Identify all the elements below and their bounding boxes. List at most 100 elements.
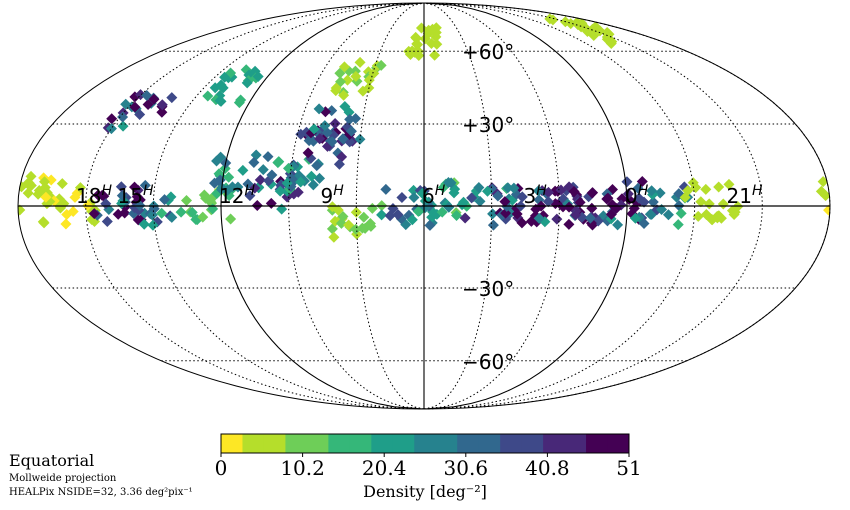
density-cell bbox=[295, 128, 307, 140]
density-cell bbox=[459, 212, 471, 224]
density-cell bbox=[18, 204, 26, 216]
density-cell bbox=[257, 164, 269, 176]
density-cell bbox=[344, 113, 356, 125]
ra-gridline bbox=[152, 2, 425, 410]
density-cell bbox=[281, 177, 293, 189]
density-cell bbox=[266, 169, 278, 181]
density-cell bbox=[142, 98, 154, 110]
density-cell bbox=[376, 209, 388, 221]
density-cell bbox=[21, 178, 33, 190]
dec-tick-label: +30° bbox=[462, 113, 514, 137]
density-cell bbox=[214, 95, 226, 107]
density-cell bbox=[695, 196, 707, 208]
colorbar-tick-label: 40.8 bbox=[525, 456, 570, 480]
density-cell bbox=[328, 231, 340, 243]
density-cell bbox=[22, 187, 34, 199]
density-cell bbox=[487, 208, 499, 220]
density-cell bbox=[334, 67, 346, 79]
colorbar-frame bbox=[220, 433, 630, 454]
density-cell bbox=[622, 188, 634, 200]
density-cell bbox=[33, 185, 45, 197]
density-cell bbox=[380, 183, 392, 195]
density-cell bbox=[392, 209, 404, 221]
ra-gridline bbox=[220, 2, 425, 410]
colorbar-level bbox=[349, 434, 372, 453]
density-cell bbox=[314, 133, 326, 145]
projection-label: Mollweide projection bbox=[9, 473, 117, 484]
density-cell bbox=[338, 89, 350, 101]
density-cell bbox=[654, 187, 666, 199]
density-cell bbox=[672, 219, 684, 231]
density-cell bbox=[565, 18, 577, 30]
density-cell bbox=[211, 155, 223, 167]
density-cell bbox=[584, 212, 596, 224]
density-cell bbox=[817, 176, 829, 188]
density-cell bbox=[363, 74, 375, 86]
colorbar-label: Density [deg⁻²] bbox=[363, 482, 487, 501]
density-cell bbox=[345, 125, 357, 137]
density-cell bbox=[313, 103, 325, 115]
density-cell bbox=[225, 213, 237, 225]
density-cell bbox=[481, 185, 493, 197]
density-cell bbox=[105, 123, 117, 135]
colorbar: 0 10.2 20.4 30.6 40.8 51 Density [deg⁻²] bbox=[215, 433, 642, 501]
density-cell bbox=[265, 197, 277, 209]
density-cell bbox=[354, 56, 366, 68]
colorbar-tick-label: 30.6 bbox=[444, 456, 489, 480]
density-cell bbox=[358, 211, 370, 223]
density-cell bbox=[621, 176, 633, 188]
density-cell bbox=[92, 189, 104, 201]
density-cell bbox=[302, 147, 314, 159]
density-cell bbox=[605, 208, 617, 220]
density-cell bbox=[56, 178, 68, 190]
density-cell bbox=[586, 187, 598, 199]
density-cell bbox=[69, 191, 81, 203]
density-cell bbox=[252, 71, 264, 83]
colorbar-level bbox=[478, 434, 501, 453]
density-cell bbox=[644, 208, 656, 220]
density-cell bbox=[384, 210, 396, 222]
density-cell bbox=[396, 192, 408, 204]
density-cell bbox=[326, 201, 338, 213]
ra-gridline bbox=[423, 2, 628, 410]
density-cell bbox=[305, 127, 317, 139]
density-cell bbox=[139, 179, 151, 191]
density-cell bbox=[443, 201, 455, 213]
density-cell bbox=[202, 90, 214, 102]
density-cell bbox=[248, 157, 260, 169]
density-cell bbox=[60, 218, 72, 230]
density-cell bbox=[233, 97, 245, 109]
density-cell bbox=[166, 211, 178, 223]
axis-tick-labels: 18H 15H 12H 9H 6H 3H 0H 21H+60°+30°−30°−60° bbox=[76, 40, 763, 374]
colorbar-level bbox=[328, 434, 351, 453]
density-cell bbox=[181, 195, 193, 207]
ra-tick-label: 21H bbox=[727, 183, 763, 208]
density-cell bbox=[633, 192, 645, 204]
density-cell bbox=[427, 23, 439, 35]
density-cell bbox=[547, 14, 559, 26]
density-cell bbox=[159, 194, 171, 206]
density-cell bbox=[533, 212, 545, 224]
density-cell bbox=[425, 38, 437, 50]
density-cell bbox=[563, 218, 575, 230]
density-cell bbox=[516, 217, 528, 229]
density-cell bbox=[602, 192, 614, 204]
density-cell bbox=[656, 203, 668, 215]
density-cell bbox=[106, 113, 118, 125]
density-cell bbox=[612, 219, 624, 231]
density-cell bbox=[244, 190, 256, 202]
ra-gridline bbox=[423, 2, 831, 410]
ra-tick-label: 9H bbox=[321, 183, 345, 208]
colorbar-level bbox=[263, 434, 286, 453]
density-cell bbox=[175, 206, 187, 218]
density-cell bbox=[292, 186, 304, 198]
density-cell bbox=[254, 174, 266, 186]
density-cell bbox=[419, 33, 431, 45]
density-cell bbox=[232, 181, 244, 193]
density-cell bbox=[717, 198, 729, 210]
density-cell bbox=[601, 31, 613, 43]
density-cell bbox=[368, 67, 380, 79]
density-cell bbox=[706, 214, 718, 226]
density-cell bbox=[563, 201, 575, 213]
ra-tick-label: 12H bbox=[219, 183, 255, 208]
